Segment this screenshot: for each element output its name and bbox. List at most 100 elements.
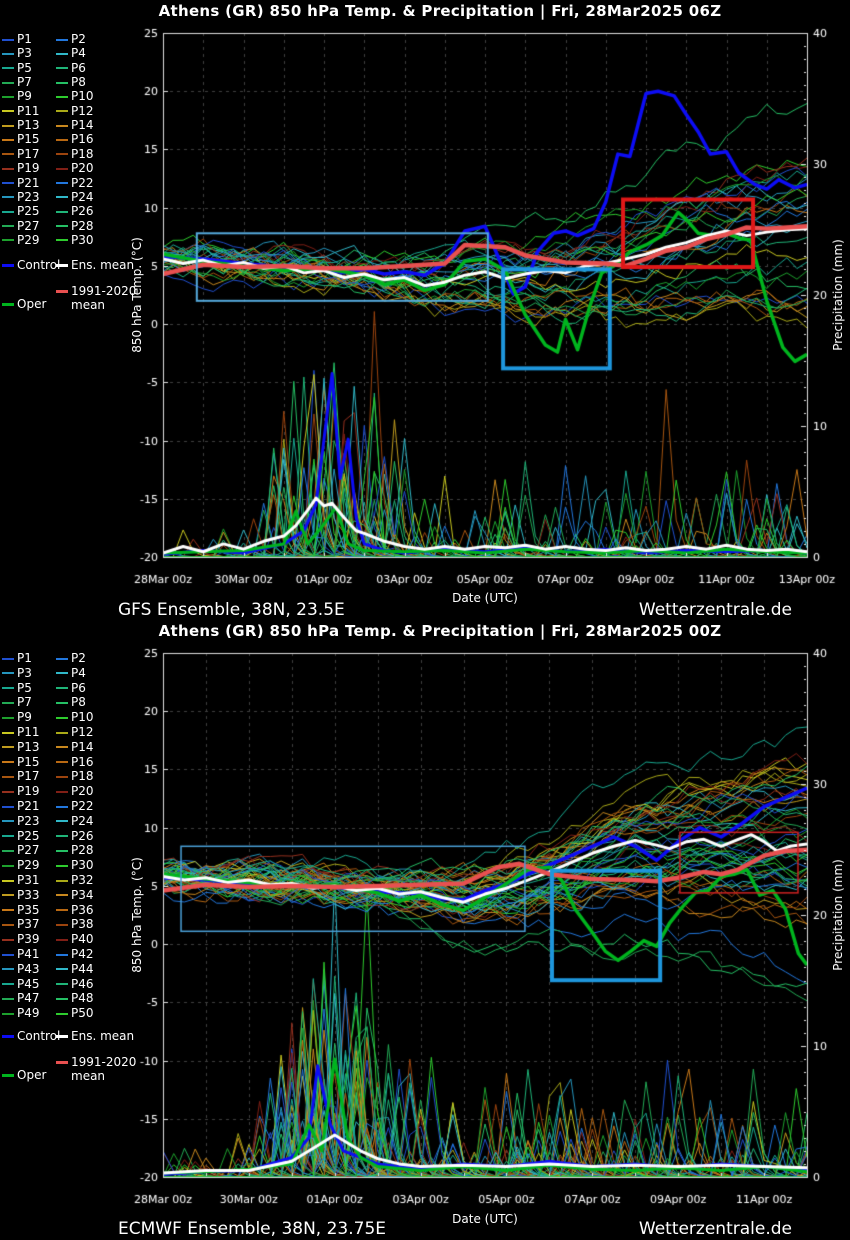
legend-item-label: P27 — [17, 844, 40, 857]
legend-item-label: Ens. mean — [71, 259, 134, 272]
legend-color-swatch — [56, 39, 68, 41]
legend-color-swatch — [2, 746, 14, 748]
legend-item-clim-mean: 1991-2020 — [56, 1056, 136, 1069]
legend-color-swatch — [2, 1013, 14, 1015]
legend-item-p25: P25 — [2, 205, 40, 218]
legend-color-swatch — [56, 125, 68, 127]
legend-color-swatch — [56, 196, 68, 198]
legend-item-label: P39 — [17, 933, 40, 946]
legend-item-label: P24 — [71, 815, 94, 828]
legend-item-label: P22 — [71, 177, 94, 190]
legend-item-p41: P41 — [2, 948, 40, 961]
chart-title: Athens (GR) 850 hPa Temp. & Precipitatio… — [40, 622, 840, 640]
legend-item-label: P7 — [17, 76, 32, 89]
legend-color-swatch — [56, 153, 68, 155]
legend-item-p49: P49 — [2, 1007, 40, 1020]
legend-item-label: P31 — [17, 874, 40, 887]
legend-color-swatch — [2, 820, 14, 822]
legend-color-swatch — [2, 968, 14, 970]
legend-item-label: mean — [71, 299, 105, 312]
legend-item-p12: P12 — [56, 726, 94, 739]
legend-item-label: P30 — [71, 234, 94, 247]
legend-item-label: P35 — [17, 904, 40, 917]
legend-item-label: 1991-2020 — [71, 285, 136, 298]
legend-item-control: Control — [2, 259, 60, 272]
ecmwf-chart-section: Athens (GR) 850 hPa Temp. & Precipitatio… — [0, 620, 850, 1240]
legend-color-swatch — [2, 1074, 14, 1077]
legend-item-label: P25 — [17, 830, 40, 843]
legend-item-p32: P32 — [56, 874, 94, 887]
legend-item-p24: P24 — [56, 815, 94, 828]
legend-item-p5: P5 — [2, 682, 32, 695]
legend-item-p3: P3 — [2, 667, 32, 680]
legend-item-label: P15 — [17, 756, 40, 769]
legend-item-label: P2 — [71, 33, 86, 46]
legend-color-swatch — [56, 850, 68, 852]
legend-item-p19: P19 — [2, 785, 40, 798]
legend-color-swatch — [56, 732, 68, 734]
legend-item-p13: P13 — [2, 741, 40, 754]
legend-item-p18: P18 — [56, 770, 94, 783]
legend-item-label: P44 — [71, 963, 94, 976]
legend-item-p1: P1 — [2, 652, 32, 665]
site-watermark: Wetterzentrale.de — [560, 600, 792, 620]
legend-item-label: P29 — [17, 234, 40, 247]
legend-color-swatch — [2, 82, 14, 84]
legend-item-p12: P12 — [56, 105, 94, 118]
legend-color-swatch — [56, 702, 68, 704]
legend-item-ens-mean: Ens. mean — [56, 259, 134, 272]
legend-item-label: P3 — [17, 47, 32, 60]
legend-item-p18: P18 — [56, 148, 94, 161]
legend-color-swatch — [2, 998, 14, 1000]
legend-item-p6: P6 — [56, 682, 86, 695]
legend-item-p9: P9 — [2, 711, 32, 724]
legend-item-p24: P24 — [56, 191, 94, 204]
precip-axis-label: Precipitation (mm) — [831, 239, 845, 351]
legend-item-label: P4 — [71, 667, 86, 680]
legend-color-swatch — [56, 939, 68, 941]
legend-item-p2: P2 — [56, 33, 86, 46]
legend-item-p31: P31 — [2, 874, 40, 887]
model-info-label: GFS Ensemble, 38N, 23.5E — [118, 600, 345, 620]
legend-color-swatch — [2, 153, 14, 155]
legend-item-p34: P34 — [56, 889, 94, 902]
legend-item-p46: P46 — [56, 978, 94, 991]
legend-color-swatch — [56, 909, 68, 911]
legend-item-label: P21 — [17, 800, 40, 813]
legend-item-p4: P4 — [56, 47, 86, 60]
legend-item-label: P9 — [17, 90, 32, 103]
legend-color-swatch — [2, 303, 14, 306]
legend-item-label: P12 — [71, 726, 94, 739]
legend-item-label: P12 — [71, 105, 94, 118]
legend-color-swatch — [2, 939, 14, 941]
legend-item-p21: P21 — [2, 800, 40, 813]
legend-item-p28: P28 — [56, 844, 94, 857]
legend-item-label: P21 — [17, 177, 40, 190]
legend-item-label: P27 — [17, 220, 40, 233]
legend-item-p19: P19 — [2, 162, 40, 175]
legend-item-clim-mean: 1991-2020 — [56, 285, 136, 298]
legend-item-p9: P9 — [2, 90, 32, 103]
legend-item-label: P28 — [71, 220, 94, 233]
legend-color-swatch — [2, 39, 14, 41]
legend-color-swatch — [56, 264, 68, 267]
legend-item-p13: P13 — [2, 119, 40, 132]
legend-color-swatch — [56, 954, 68, 956]
legend-item-label: P37 — [17, 918, 40, 931]
legend-item-label: P9 — [17, 711, 32, 724]
legend-item-p44: P44 — [56, 963, 94, 976]
legend-item-label: P50 — [71, 1007, 94, 1020]
legend-item-label: P18 — [71, 148, 94, 161]
legend-color-swatch — [2, 239, 14, 241]
legend-color-swatch — [2, 211, 14, 213]
legend-color-swatch — [2, 717, 14, 719]
date-axis-label: Date (UTC) — [415, 591, 555, 605]
legend-color-swatch — [2, 776, 14, 778]
legend-item-label: P8 — [71, 76, 86, 89]
legend-color-swatch — [56, 290, 68, 293]
legend-item-p14: P14 — [56, 741, 94, 754]
legend-item-label: P10 — [71, 711, 94, 724]
legend-item-label: P7 — [17, 696, 32, 709]
legend-item-label: Control — [17, 1030, 60, 1043]
legend-item-label: P33 — [17, 889, 40, 902]
